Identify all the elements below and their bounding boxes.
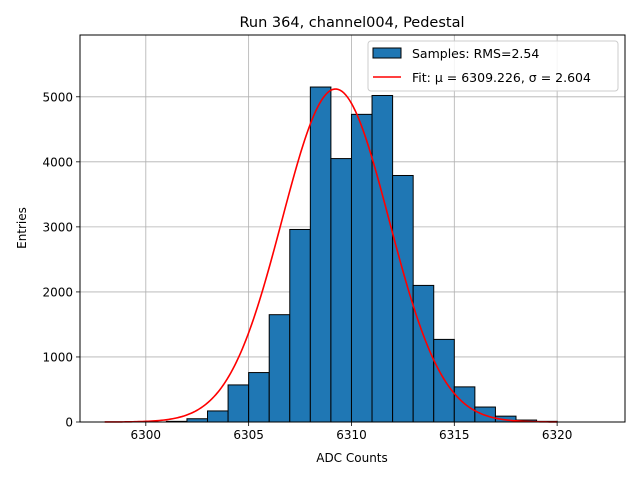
histogram-bar xyxy=(350,113,373,423)
x-tick-label: 6305 xyxy=(233,428,264,442)
histogram-bar xyxy=(309,86,332,423)
legend-label-fit: Fit: μ = 6309.226, σ = 2.604 xyxy=(412,70,591,85)
y-tick-label: 5000 xyxy=(42,90,73,104)
legend-label-samples: Samples: RMS=2.54 xyxy=(412,46,539,61)
x-tick-label: 6315 xyxy=(439,428,470,442)
histogram-bar xyxy=(371,94,394,423)
legend: Samples: RMS=2.54 Fit: μ = 6309.226, σ =… xyxy=(367,40,619,92)
gaussian-fit-line xyxy=(104,88,558,423)
histogram-bar xyxy=(330,158,352,423)
histogram-bar xyxy=(289,228,311,423)
x-tick-label: 6320 xyxy=(542,428,573,442)
plot-frame xyxy=(79,34,626,423)
y-tick-label: 4000 xyxy=(42,155,73,169)
histogram-bars xyxy=(165,86,558,423)
histogram-bar xyxy=(207,410,229,423)
y-tick-label: 1000 xyxy=(42,350,73,364)
chart-title: Run 364, channel004, Pedestal xyxy=(239,15,464,31)
x-tick-label: 6300 xyxy=(131,428,162,442)
y-axis: 0 1000 2000 3000 4000 5000 xyxy=(42,90,80,430)
y-tick-label: 0 xyxy=(65,416,73,430)
y-tick-label: 3000 xyxy=(42,220,73,234)
legend-box xyxy=(367,40,619,92)
x-tick-label: 6310 xyxy=(336,428,367,442)
histogram-bar xyxy=(248,372,270,423)
x-axis: 6300 6305 6310 6315 6320 xyxy=(131,422,573,442)
histogram-bar xyxy=(268,314,291,423)
histogram-bar xyxy=(433,338,455,423)
legend-swatch-samples xyxy=(372,47,402,59)
x-axis-label: ADC Counts xyxy=(316,451,388,465)
histogram-bar xyxy=(227,384,250,423)
y-tick-label: 2000 xyxy=(42,285,73,299)
fit-layer xyxy=(104,88,558,423)
histogram-bar xyxy=(392,174,414,423)
y-axis-label: Entries xyxy=(15,207,29,249)
